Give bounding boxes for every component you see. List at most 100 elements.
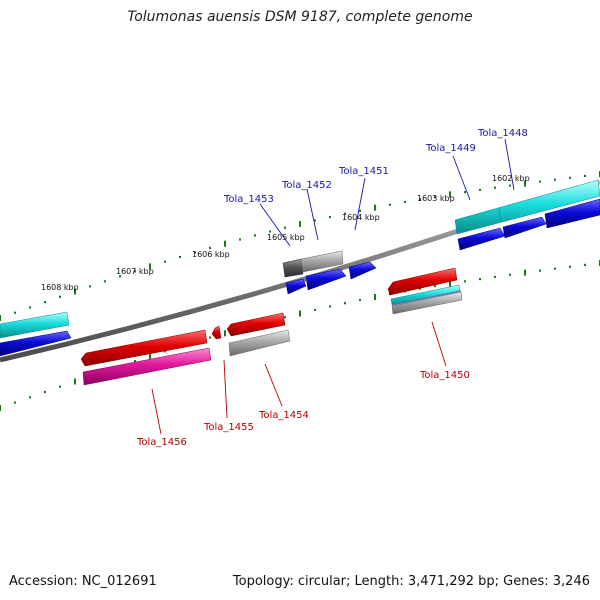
upper-dot-ring xyxy=(0,171,600,321)
upper-ring-minor-tick xyxy=(254,234,256,237)
lower-ring-minor-tick xyxy=(29,396,31,399)
upper-ring-major-tick xyxy=(74,288,76,295)
forward-features xyxy=(0,179,600,357)
topology-text: Topology: circular; Length: 3,471,292 bp… xyxy=(232,574,590,589)
upper-ring-minor-tick xyxy=(329,216,331,219)
gene-blue-right-edge[interactable] xyxy=(544,198,600,229)
lower-ring-minor-tick xyxy=(329,305,331,308)
callout-line-1454 xyxy=(264,363,283,407)
cyan-divider xyxy=(498,207,502,223)
callout-line-1455 xyxy=(223,359,228,419)
tick-label-1608: 1608 kbp xyxy=(41,283,79,292)
upper-ring-minor-tick xyxy=(479,188,481,191)
callout-lines xyxy=(151,138,515,435)
upper-ring-minor-tick xyxy=(569,176,571,179)
upper-ring-minor-tick xyxy=(59,295,61,298)
upper-ring-minor-tick xyxy=(419,198,421,201)
lower-ring-major-tick xyxy=(374,294,376,300)
upper-ring-minor-tick xyxy=(404,200,406,204)
upper-ring-minor-tick xyxy=(269,230,271,233)
gene-labels-top: Tola_1448 Tola_1449 Tola_1451 Tola_1452 … xyxy=(223,128,528,205)
lower-ring-minor-tick xyxy=(344,302,346,305)
gene-blue-1453[interactable] xyxy=(285,278,307,295)
lower-ring-minor-tick xyxy=(569,265,571,268)
tick-label-1607: 1607 kbp xyxy=(116,267,154,276)
upper-ring-major-tick xyxy=(0,315,1,321)
feature-gray-1450[interactable] xyxy=(391,291,463,315)
callout-line-1449 xyxy=(452,155,471,201)
callout-line-1453 xyxy=(259,203,291,247)
gene-blue-1451[interactable] xyxy=(348,261,377,280)
lower-ring-minor-tick xyxy=(44,390,46,394)
upper-ring-minor-tick xyxy=(14,311,16,314)
lower-ring-minor-tick xyxy=(509,273,511,276)
upper-ring-major-tick xyxy=(299,221,301,227)
gene-label-tola-1448[interactable]: Tola_1448 xyxy=(477,128,528,139)
gene-label-tola-1452[interactable]: Tola_1452 xyxy=(281,180,332,191)
upper-ring-major-tick xyxy=(224,240,226,247)
gene-label-tola-1449[interactable]: Tola_1449 xyxy=(425,143,476,154)
accession-text: Accession: NC_012691 xyxy=(9,574,157,589)
lower-ring-minor-tick xyxy=(554,267,556,270)
upper-ring-minor-tick xyxy=(554,178,556,181)
upper-ring-minor-tick xyxy=(359,209,361,212)
gene-darkgray-1453[interactable] xyxy=(282,258,304,278)
gene-label-tola-1454[interactable]: Tola_1454 xyxy=(258,410,309,421)
lower-ring-major-tick xyxy=(299,310,301,317)
gene-label-tola-1455[interactable]: Tola_1455 xyxy=(203,422,254,433)
upper-ring-minor-tick xyxy=(284,226,286,229)
upper-ring-major-tick xyxy=(524,180,526,187)
callout-line-1451 xyxy=(354,177,366,231)
gene-label-tola-1456[interactable]: Tola_1456 xyxy=(136,437,187,448)
map-title: Tolumonas auensis DSM 9187, complete gen… xyxy=(127,9,473,25)
lower-ring-major-tick xyxy=(449,280,451,287)
feature-cyan-right[interactable] xyxy=(454,179,600,235)
gene-gray-1452[interactable] xyxy=(300,250,344,273)
upper-ring-minor-tick xyxy=(314,219,316,222)
upper-ring-minor-tick xyxy=(494,186,496,189)
callout-line-1452 xyxy=(306,188,319,241)
feature-gray-1454[interactable] xyxy=(228,329,291,357)
tick-label-1604: 1604 kbp xyxy=(342,213,380,222)
lower-ring-minor-tick xyxy=(419,287,421,290)
tick-label-1603: 1603 kbp xyxy=(417,194,455,203)
gene-blue-1452[interactable] xyxy=(305,268,347,291)
gene-label-tola-1451[interactable]: Tola_1451 xyxy=(338,166,389,177)
upper-ring-minor-tick xyxy=(584,174,586,177)
lower-ring-minor-tick xyxy=(494,275,496,278)
lower-ring-minor-tick xyxy=(539,269,541,272)
lower-ring-minor-tick xyxy=(14,401,16,404)
lower-ring-minor-tick xyxy=(584,263,586,266)
upper-ring-minor-tick xyxy=(434,195,436,198)
feature-blue-left[interactable] xyxy=(0,330,72,357)
upper-ring-minor-tick xyxy=(539,180,541,183)
upper-ring-minor-tick xyxy=(464,191,466,194)
tick-label-1606: 1606 kbp xyxy=(192,250,230,259)
lower-ring-minor-tick xyxy=(464,280,466,283)
tick-labels: 1602 kbp 1603 kbp 1604 kbp 1605 kbp 1606… xyxy=(41,174,530,292)
reverse-features xyxy=(80,267,463,386)
upper-ring-minor-tick xyxy=(344,212,346,215)
feature-magenta-1456[interactable] xyxy=(82,347,212,386)
upper-ring-major-tick xyxy=(374,204,376,211)
gene-label-tola-1450[interactable]: Tola_1450 xyxy=(419,370,470,381)
gene-red-1454[interactable] xyxy=(226,312,286,337)
upper-ring-minor-tick xyxy=(179,255,181,259)
upper-ring-minor-tick xyxy=(104,280,106,283)
lower-ring-minor-tick xyxy=(209,336,211,339)
lower-ring-major-tick xyxy=(74,378,76,385)
gene-red-1455[interactable] xyxy=(211,325,222,340)
gene-red-1450[interactable] xyxy=(387,267,458,296)
callout-line-1450 xyxy=(431,321,447,367)
upper-ring-minor-tick xyxy=(29,306,31,309)
upper-ring-minor-tick xyxy=(164,260,166,263)
lower-ring-major-tick xyxy=(524,269,526,276)
gene-red-1456[interactable] xyxy=(80,329,208,367)
lower-ring-major-tick xyxy=(224,330,226,337)
gene-label-tola-1453[interactable]: Tola_1453 xyxy=(223,194,274,205)
upper-ring-major-tick xyxy=(149,263,151,270)
feature-cyan-left[interactable] xyxy=(0,311,70,339)
gene-blue-1448[interactable] xyxy=(502,216,547,239)
upper-ring-minor-tick xyxy=(119,275,121,278)
